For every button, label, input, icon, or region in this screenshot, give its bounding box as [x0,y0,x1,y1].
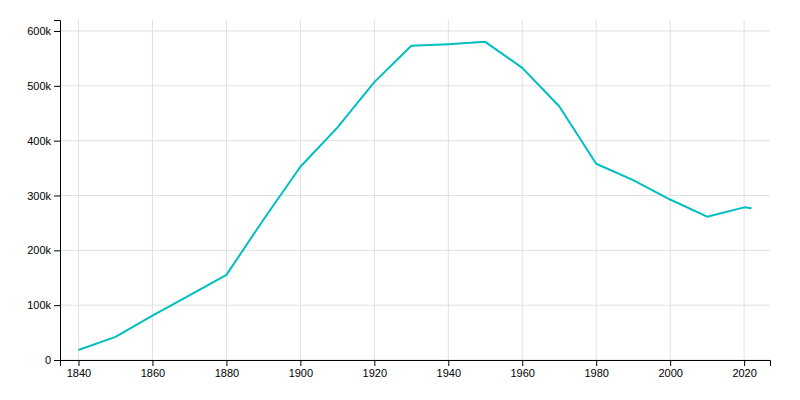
grid-line-x [300,20,301,360]
tick-mark [744,360,745,366]
tick-mark [54,141,60,142]
tick: 2020 [732,360,756,379]
chart: 1840 1860 1880 1900 1920 1940 1960 1980 2000 2020… [0,0,800,400]
tick-label: 0 [45,354,51,366]
grid-line-y [60,140,770,141]
tick-label: 400k [27,135,51,147]
tick-label: 1960 [510,367,534,379]
tick: 1960 [510,360,534,379]
grid-line-x [226,20,227,360]
x-axis: 1840 1860 1880 1900 1920 1940 1960 1980 2000 2020 [61,360,771,379]
tick: 1900 [289,360,313,379]
tick-mark [300,360,301,366]
grid-line-y [60,250,770,251]
tick: 100k [27,299,60,311]
tick-mark [374,360,375,366]
tick-label: 100k [27,299,51,311]
y-axis: 0 100k 200k 300k 400k 500k 600k [27,21,60,367]
grid-line-y [60,30,770,31]
axis-line [61,361,771,367]
tick-label: 500k [27,80,51,92]
tick-label: 200k [27,244,51,256]
tick: 1880 [215,360,239,379]
tick: 200k [27,244,60,256]
line [78,42,751,350]
tick: 1920 [363,360,387,379]
tick-mark [54,86,60,87]
grid-line-x [596,20,597,360]
tick-label: 1860 [141,367,165,379]
plot-area: 1840 1860 1880 1900 1920 1940 1960 1980 2000 2020… [27,20,770,379]
tick-mark [54,360,60,361]
grid-line-x [744,20,745,360]
grid-line-x [522,20,523,360]
grid-line-y [60,305,770,306]
tick: 400k [27,135,60,147]
tick-label: 600k [27,25,51,37]
tick-mark [226,360,227,366]
tick-mark [54,31,60,32]
tick-mark [54,305,60,306]
tick-mark [596,360,597,366]
grid [60,20,770,360]
tick: 1860 [141,360,165,379]
tick: 300k [27,190,60,202]
tick-mark [78,360,79,366]
tick-label: 1980 [584,367,608,379]
tick: 1980 [584,360,608,379]
tick-label: 300k [27,190,51,202]
grid-line-x [670,20,671,360]
tick: 2000 [658,360,682,379]
tick-mark [54,195,60,196]
grid-line-x [448,20,449,360]
grid-line-y [60,85,770,86]
grid-line-x [152,20,153,360]
tick: 0 [45,354,60,366]
tick-label: 1940 [437,367,461,379]
tick-mark [670,360,671,366]
tick-mark [54,250,60,251]
tick-mark [522,360,523,366]
tick: 1940 [437,360,461,379]
tick-label: 1900 [289,367,313,379]
tick: 500k [27,80,60,92]
marks [78,42,751,350]
tick-label: 2020 [732,367,756,379]
grid-line-x [374,20,375,360]
tick-label: 1880 [215,367,239,379]
tick-label: 1840 [67,367,91,379]
axis-line [54,21,61,361]
tick-mark [152,360,153,366]
tick-mark [448,360,449,366]
grid-line-x [78,20,79,360]
tick-label: 2000 [658,367,682,379]
tick: 600k [27,25,60,37]
tick: 1840 [67,360,91,379]
tick-label: 1920 [363,367,387,379]
